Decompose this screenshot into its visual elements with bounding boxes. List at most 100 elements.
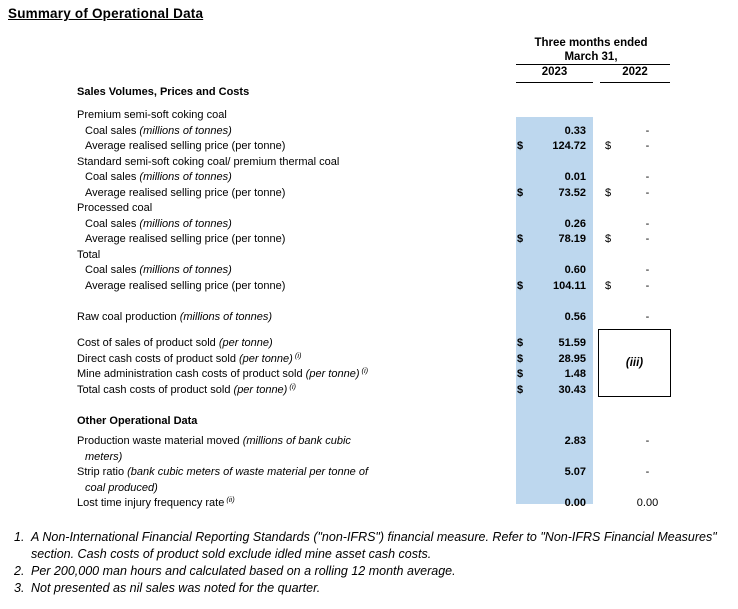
row-label: Average realised selling price (per tonn…	[85, 279, 286, 292]
value-2023: 0.60	[564, 264, 586, 276]
row-label-unit: (millions of tonnes)	[139, 124, 232, 137]
row-label: Production waste material moved (million…	[77, 435, 351, 463]
value-2022: -	[645, 124, 650, 137]
currency-symbol-2023: $	[517, 352, 524, 365]
footnote-iii-box: (iii)	[598, 329, 671, 397]
value-2022: -	[645, 310, 650, 323]
row-label: Mine administration cash costs of produc…	[77, 366, 369, 380]
table-row: Average realised selling price (per tonn…	[0, 139, 738, 155]
table-row: Total	[0, 248, 738, 264]
footnote-reference: (i)	[361, 366, 369, 375]
table-row: Coal sales (millions of tonnes) 0.01 -	[0, 170, 738, 186]
table-row: Other Operational Data	[0, 414, 738, 434]
value-2023: 124.72	[552, 140, 586, 152]
row-label-unit: (millions of bank cubic meters)	[85, 435, 351, 463]
column-header-2022: 2022	[622, 66, 648, 78]
row-label: Standard semi-soft coking coal/ premium …	[77, 155, 340, 168]
highlight-2023-column	[516, 117, 593, 504]
footnote-3: 3. Not presented as nil sales was noted …	[14, 580, 718, 597]
table-row: Average realised selling price (per tonn…	[0, 186, 738, 202]
operational-data-table: Sales Volumes, Prices and Costs Premium s…	[0, 85, 738, 512]
value-2022: -	[645, 140, 650, 152]
row-label: Coal sales (millions of tonnes)	[85, 171, 232, 183]
value-2023: 0.56	[564, 310, 586, 323]
value-2023: 0.01	[564, 171, 586, 183]
row-label: Cost of sales of product sold (per tonne…	[77, 337, 273, 349]
row-label-unit: (per tonne)	[305, 368, 360, 380]
row-label-unit: (per tonne)	[218, 337, 273, 349]
table-row: Premium semi-soft coking coal	[0, 108, 738, 124]
table-row: Coal sales (millions of tonnes) 0.60 -	[0, 263, 738, 279]
value-2022: -	[645, 466, 650, 478]
column-header-2023: 2023	[541, 66, 568, 78]
row-label: Sales Volumes, Prices and Costs	[77, 86, 250, 98]
footnote-reference: (i)	[294, 350, 302, 360]
footnote-reference: (i)	[289, 381, 297, 391]
footnote-2: 2. Per 200,000 man hours and calculated …	[14, 563, 718, 580]
row-label: Average realised selling price (per tonn…	[85, 186, 286, 199]
footnote-reference: (ii)	[226, 495, 235, 504]
row-label: Other Operational Data	[77, 415, 198, 427]
table-row: Production waste material moved (million…	[0, 434, 738, 465]
row-label-unit: (per tonne)	[233, 383, 288, 396]
value-2023: 0.33	[564, 124, 586, 137]
table-row: Coal sales (millions of tonnes) 0.33 -	[0, 124, 738, 140]
currency-symbol-2023: $	[517, 337, 524, 349]
column-2022-rule	[600, 82, 670, 83]
row-label: Coal sales (millions of tonnes)	[85, 124, 232, 137]
currency-symbol-2022: $	[605, 279, 612, 292]
currency-symbol-2022: $	[605, 186, 612, 199]
value-2023: 5.07	[564, 466, 586, 478]
table-row: Coal sales (millions of tonnes) 0.26 -	[0, 217, 738, 233]
row-label-unit: (per tonne)	[239, 352, 293, 365]
table-row: Cost of sales of product sold (per tonne…	[0, 336, 738, 352]
value-2023: 2.83	[564, 435, 586, 447]
currency-symbol-2023: $	[517, 368, 524, 380]
row-label: Premium semi-soft coking coal	[77, 109, 227, 121]
value-2023: 51.59	[558, 337, 586, 349]
currency-symbol-2023: $	[517, 233, 524, 245]
table-row: Direct cash costs of product sold (per t…	[0, 350, 738, 368]
period-header-line1: Three months ended	[534, 37, 648, 49]
table-row: Mine administration cash costs of produc…	[0, 366, 738, 383]
currency-symbol-2022: $	[605, 233, 612, 245]
table-row: Standard semi-soft coking coal/ premium …	[0, 155, 738, 171]
row-label: Average realised selling price (per tonn…	[85, 233, 286, 245]
currency-symbol-2023: $	[517, 186, 524, 199]
row-label: Processed coal	[77, 202, 153, 214]
row-label: Lost time injury frequency rate (ii)	[77, 495, 235, 509]
value-2022: -	[645, 279, 650, 292]
row-label: Coal sales (millions of tonnes)	[85, 217, 232, 230]
row-label-unit: (millions of tonnes)	[139, 171, 232, 183]
table-row	[0, 294, 738, 310]
table-row: Processed coal	[0, 201, 738, 217]
value-2023: 78.19	[558, 233, 586, 245]
currency-symbol-2022: $	[605, 140, 612, 152]
period-header-line2: March 31,	[564, 51, 618, 63]
table-row: Lost time injury frequency rate (ii) 0.00 0…	[0, 495, 738, 512]
row-label: Raw coal production (millions of tonnes)	[77, 310, 273, 323]
footnote-text: A Non-International Financial Reporting …	[31, 530, 717, 561]
column-2023-rule	[516, 82, 593, 83]
footnote-text: Per 200,000 man hours and calculated bas…	[31, 564, 456, 578]
page-title: Summary of Operational Data	[8, 6, 204, 21]
value-2022: -	[645, 435, 650, 447]
table-row: Average realised selling price (per tonn…	[0, 232, 738, 248]
value-2023: 30.43	[558, 383, 586, 396]
currency-symbol-2023: $	[517, 383, 524, 396]
row-label: Direct cash costs of product sold (per t…	[77, 350, 302, 365]
footnote-1: 1. A Non-International Financial Reporti…	[14, 529, 718, 563]
footnote-iii-label: (iii)	[625, 357, 644, 369]
value-2022: -	[645, 217, 650, 230]
row-label-unit: (millions of tonnes)	[139, 217, 232, 230]
row-label: Average realised selling price (per tonn…	[85, 140, 286, 152]
row-label-unit: (millions of tonnes)	[139, 264, 232, 276]
table-row: Strip ratio (bank cubic meters of waste …	[0, 465, 738, 496]
table-row: Sales Volumes, Prices and Costs	[0, 85, 738, 108]
value-2022: -	[645, 171, 650, 183]
footnote-number: 3.	[14, 581, 25, 595]
row-label: Strip ratio (bank cubic meters of waste …	[77, 466, 369, 494]
value-2022: -	[645, 233, 650, 245]
value-2023: 0.00	[564, 497, 586, 509]
